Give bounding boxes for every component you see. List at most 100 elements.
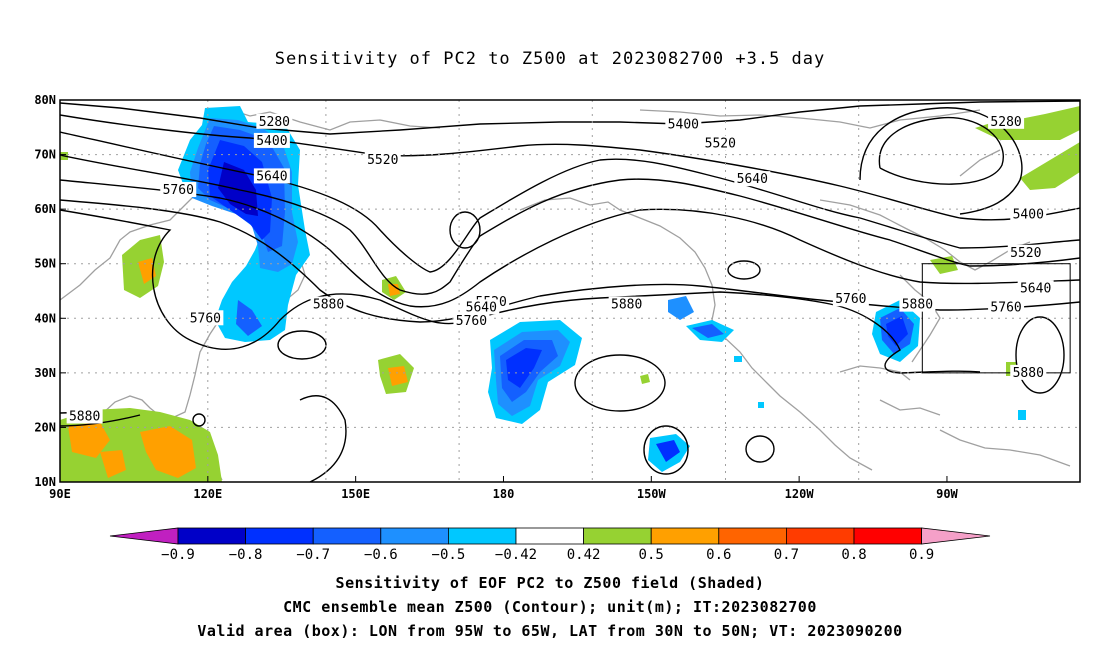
colorbar-swatch [853,527,922,545]
contour-label-text: 5760 [990,300,1021,315]
contour-label: 5880 [66,408,103,425]
lat-tick-label: 30N [34,366,56,380]
contour-label-bg [665,116,702,132]
contour-label: 5640 [734,171,771,187]
contour-label-text: 5640 [737,172,768,187]
contour-label-bg [608,296,645,312]
contour-labels: 5280540056405760552058805760552056405760… [66,113,1054,425]
contour-label-bg [988,113,1025,129]
contour-label-bg [988,299,1025,315]
colorbar-label: 0.8 [841,547,866,563]
colorbar-left-arrow [109,527,179,545]
lon-tick-label: 90W [936,487,958,501]
colorbar-label: 0.7 [774,547,799,563]
footer-line-2: CMC ensemble mean Z500 (Contour); unit(m… [283,598,817,616]
contour-label-bg [832,291,869,307]
contour-label: 5760 [160,182,197,198]
lon-tick-label: 120W [785,487,815,501]
lat-tick-label: 40N [34,311,56,325]
contour-label-text: 5760 [835,292,866,307]
lat-tick-label: 50N [34,257,56,271]
contour-label: 5760 [453,313,490,329]
contour-label-bg [702,135,739,151]
map-grid [60,100,1080,482]
contour-label-text: 5880 [611,298,642,313]
sensitivity-shading [60,106,1080,482]
contour-label: 5520 [364,152,401,168]
lat-tick-label: 80N [34,93,56,107]
valid-area-box [921,263,1071,374]
contour-label-bg [1010,364,1047,380]
contour-label-text: 5520 [367,153,398,168]
colorbar-label: −0.9 [161,547,195,563]
contour-label: 5880 [310,296,347,313]
contour-label-text: 5400 [256,134,287,149]
contour-label-text: 5880 [1013,366,1044,381]
page-title: Sensitivity of PC2 to Z500 at 2023082700… [274,49,826,69]
colorbar-label: −0.5 [432,547,466,563]
colorbar-swatch [380,527,449,545]
lon-tick-label: 150W [637,487,667,501]
contour-label-bg [1007,244,1044,260]
colorbar-label: 0.9 [909,547,934,563]
contour-label: 5760 [187,310,224,326]
colorbar-swatch [718,527,787,545]
colorbar-label: 0.42 [567,547,601,563]
contour-label: 5520 [702,135,739,152]
colorbar-swatch [786,527,855,545]
contour-label-text: 5640 [1020,281,1051,296]
contour-label-bg [256,113,293,129]
colorbar-swatch [650,527,720,545]
footer-line-1: Sensitivity of EOF PC2 to Z500 field (Sh… [335,574,765,592]
contour-label-text: 5760 [163,183,194,198]
contour-label-text: 5520 [1010,246,1041,261]
contour-label-text: 5280 [990,115,1021,130]
contour-label-bg [160,182,197,198]
map-frame [59,99,1081,483]
contour-label-text: 5640 [466,300,497,315]
contour-label-bg [734,171,771,187]
contour-label: 5400 [665,116,702,133]
contour-label-bg [187,310,224,326]
contour-label: 5640 [1017,280,1054,296]
colorbar-label: −0.42 [495,547,537,563]
colorbar: −0.9 −0.8 −0.7 −0.6 −0.5 −0.42 0.42 0.5 0.6 0.7 0.… [109,527,991,563]
contour-label: 5400 [253,132,290,149]
contour-label-bg [253,132,290,148]
z500-contours [60,100,1080,482]
contour-label-bg [310,296,347,312]
contour-label: 5640 [463,299,500,315]
contour-label: 5280 [988,113,1025,130]
contour-label-bg [66,408,103,424]
colorbar-swatch [312,527,382,545]
contour-label-text: 5880 [902,298,933,313]
contour-label: 5520 [1007,244,1044,261]
colorbar-swatch [447,527,517,545]
lat-tick-label: 70N [34,148,56,162]
contour-label-text: 5880 [69,410,100,425]
contour-label: 5760 [988,299,1025,315]
contour-label: 5760 [832,291,869,307]
contour-label-text: 5280 [259,115,290,130]
colorbar-swatch [177,527,246,545]
lon-tick-label: 180 [493,487,515,501]
contour-label: 5880 [899,296,936,313]
contour-label-bg [899,296,936,312]
contour-label: 5880 [1010,364,1047,381]
colorbar-label: −0.8 [229,547,263,563]
lat-tick-label: 60N [34,202,56,216]
colorbar-right-arrow [921,527,991,545]
lon-tick-label: 150E [341,487,370,501]
lat-tick-label: 20N [34,420,56,434]
contour-label: 5280 [256,113,293,130]
lon-tick-label: 120E [193,487,222,501]
contour-label-text: 5760 [190,311,221,326]
footer-line-3: Valid area (box): LON from 95W to 65W, L… [197,622,903,640]
colorbar-swatch [583,527,652,545]
colorbar-label: 0.6 [706,547,731,563]
contour-label-bg [1010,206,1047,222]
contour-label-text: 5880 [313,298,344,313]
lon-tick-label: 90E [49,487,71,501]
contour-label-text: 5400 [668,118,699,133]
